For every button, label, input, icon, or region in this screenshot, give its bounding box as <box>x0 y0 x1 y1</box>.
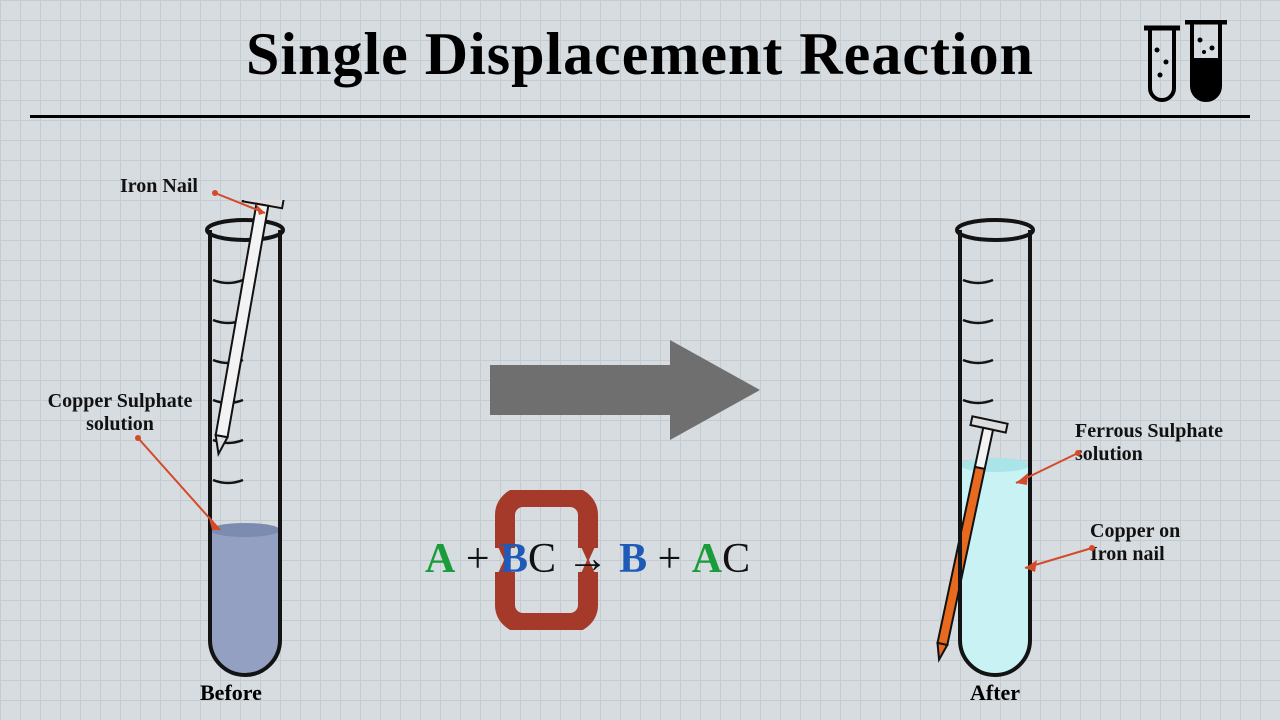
ferrous-sulphate-label: Ferrous Sulphate solution <box>1075 420 1223 466</box>
reaction-equation: A + BC → B + AC <box>425 535 750 583</box>
iron-nail-pointer <box>210 185 280 225</box>
reaction-arrow-icon <box>490 340 760 445</box>
page-title: Single Displacement Reaction <box>0 20 1280 89</box>
iron-nail-label: Iron Nail <box>120 175 198 198</box>
title-test-tubes-icon <box>1130 20 1240 115</box>
title-divider <box>30 115 1250 118</box>
copper-on-nail-pointer <box>1017 540 1102 580</box>
ferrous-sulphate-pointer <box>1008 445 1088 495</box>
copper-sulphate-pointer <box>130 430 240 550</box>
before-state-label: Before <box>200 680 262 706</box>
after-state-label: After <box>970 680 1020 706</box>
copper-on-nail-label: Copper on Iron nail <box>1090 520 1180 566</box>
